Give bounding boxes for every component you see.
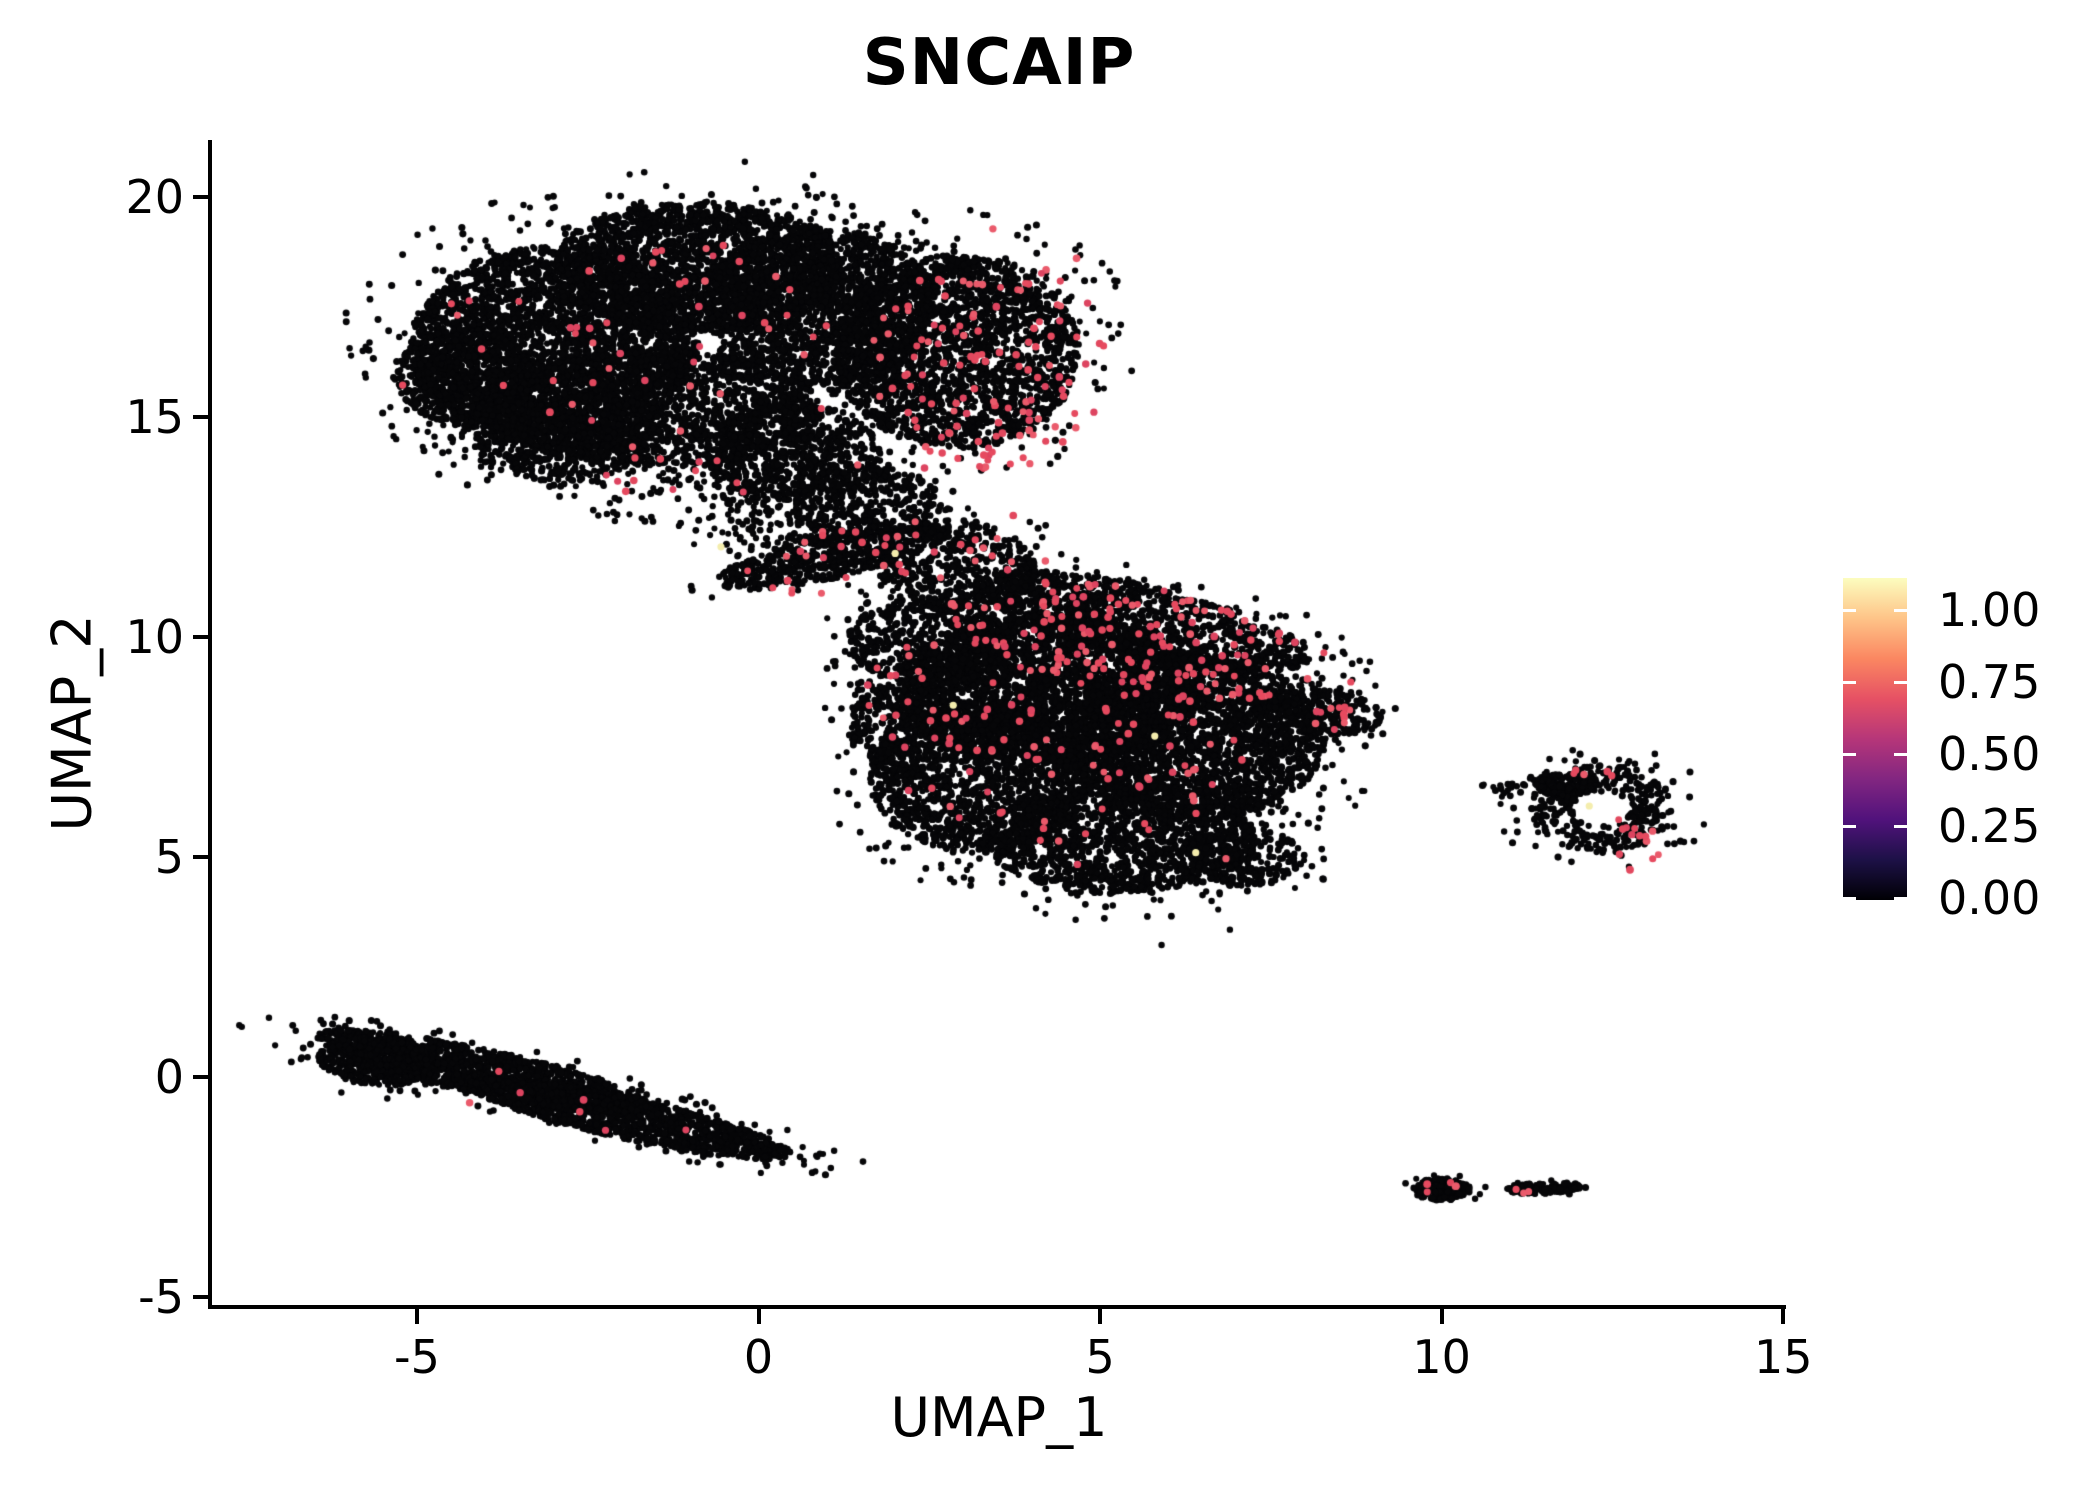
x-tick [1098, 1309, 1103, 1324]
y-tick-label: 10 [125, 610, 184, 665]
x-tick-label: 5 [1085, 1330, 1115, 1384]
x-tick-label: 0 [743, 1330, 774, 1384]
x-tick-label: 15 [1753, 1330, 1813, 1384]
y-axis-line [208, 140, 212, 1309]
y-tick [193, 415, 208, 420]
x-axis-line [208, 1305, 1786, 1309]
colorbar-tick-label: 1.00 [1938, 583, 2041, 637]
colorbar-tick [1894, 753, 1907, 756]
colorbar-tick [1894, 681, 1907, 684]
colorbar-tick-label: 0.00 [1938, 871, 2041, 925]
x-tick-label: 10 [1412, 1330, 1471, 1384]
colorbar-tick [1843, 897, 1856, 900]
y-tick [193, 635, 208, 640]
colorbar-tick [1843, 609, 1856, 612]
x-tick [1439, 1309, 1444, 1324]
y-tick-label: 15 [125, 390, 184, 445]
colorbar-tick [1894, 897, 1907, 900]
colorbar-tick [1894, 609, 1907, 612]
y-tick [193, 855, 208, 860]
y-tick [193, 195, 208, 199]
x-tick [1781, 1309, 1786, 1324]
x-tick [414, 1309, 419, 1324]
x-tick [756, 1309, 761, 1324]
y-tick-label: -5 [138, 1270, 184, 1325]
colorbar-tick-label: 0.75 [1938, 655, 2041, 709]
colorbar-tick-label: 0.25 [1938, 799, 2041, 853]
y-tick [193, 1075, 208, 1080]
colorbar-tick [1843, 753, 1856, 756]
x-tick-label: -5 [394, 1330, 440, 1384]
x-axis-label: UMAP_1 [890, 1386, 1108, 1449]
plot-title: SNCAIP [862, 26, 1136, 100]
y-tick [193, 1295, 208, 1300]
colorbar-tick-label: 0.50 [1938, 727, 2041, 781]
y-tick-label: 5 [154, 830, 184, 885]
colorbar-tick [1843, 825, 1856, 828]
colorbar-tick [1843, 681, 1856, 684]
colorbar-gradient [1843, 578, 1907, 900]
y-tick-label: 20 [125, 170, 184, 224]
y-tick-label: 0 [154, 1050, 184, 1105]
colorbar-tick [1894, 825, 1907, 828]
